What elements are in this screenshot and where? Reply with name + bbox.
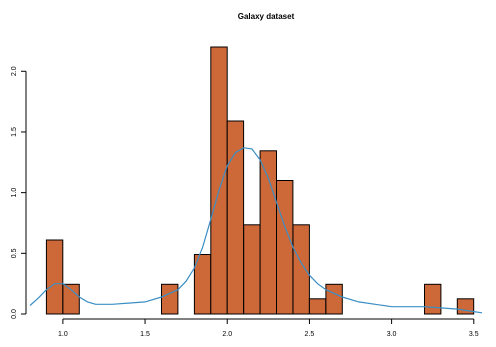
x-tick-label: 2.5	[305, 331, 315, 338]
y-tick-label: 1.5	[11, 127, 18, 137]
y-tick-label: 0.5	[11, 248, 18, 258]
x-tick-label: 2.0	[222, 331, 232, 338]
histogram-bar-8	[276, 180, 294, 315]
histogram-bar-11	[325, 283, 343, 315]
x-axis: 1.0 1.5 2.0 2.5 3.0 3.5	[58, 318, 479, 338]
histogram-bar-4	[210, 46, 228, 315]
histogram-bar-0	[45, 239, 64, 315]
histogram-bar-7	[259, 150, 278, 315]
histogram-bars	[45, 46, 475, 315]
chart-title: Galaxy dataset	[238, 12, 295, 21]
x-tick-label: 3.5	[469, 331, 479, 338]
y-axis: 0.0 0.5 1.0 1.5 2.0	[11, 66, 27, 319]
histogram-bar-5	[226, 120, 245, 315]
histogram-bar-12	[424, 283, 442, 315]
histogram-bar-6	[243, 224, 261, 315]
histogram-bar-2	[161, 283, 179, 315]
histogram-bar-3	[193, 254, 212, 315]
y-tick-label: 2.0	[11, 66, 18, 76]
y-tick-label: 0.0	[11, 309, 18, 319]
histogram-bar-10	[308, 298, 327, 315]
y-tick-label: 1.0	[11, 188, 18, 198]
x-tick-label: 3.0	[387, 331, 397, 338]
histogram-bar-1	[62, 283, 80, 315]
histogram-bar-9	[292, 224, 310, 315]
x-tick-label: 1.5	[140, 331, 150, 338]
x-tick-label: 1.0	[58, 331, 68, 338]
density-curve	[29, 147, 483, 314]
